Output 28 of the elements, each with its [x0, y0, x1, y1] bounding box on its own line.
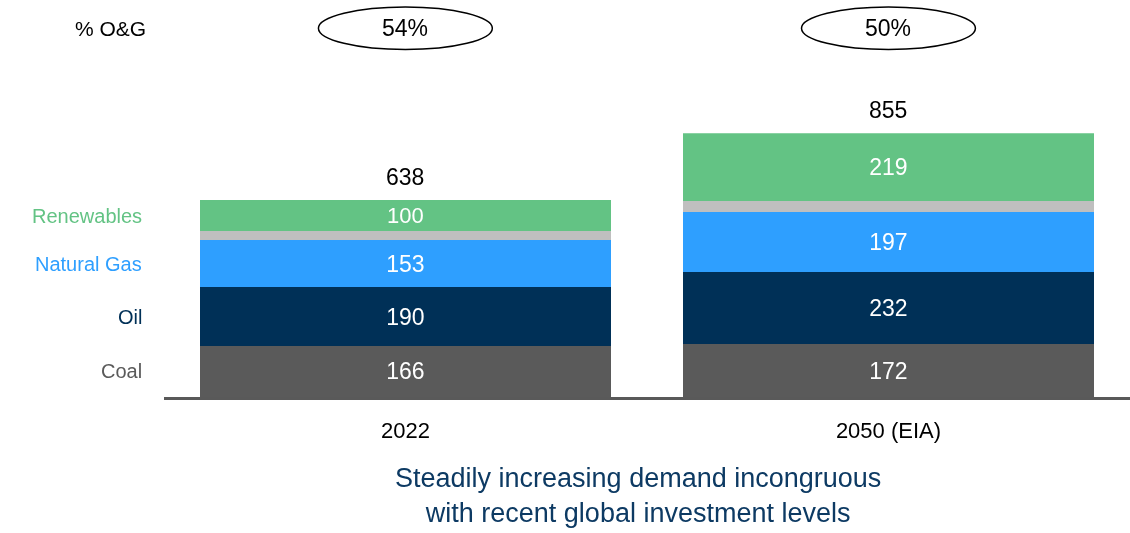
- bar: [200, 231, 611, 241]
- text: % O&G: [75, 17, 147, 40]
- data-label: 219: [869, 154, 908, 181]
- data-label: 166: [386, 358, 425, 385]
- text: Steadily increasing demand incongruous with recent global investment levels: [395, 463, 882, 529]
- text: 50%: [865, 15, 912, 41]
- data-label: 232: [869, 295, 908, 322]
- bar: [200, 287, 611, 346]
- text: Coal: [101, 360, 143, 382]
- data-label: 190: [386, 303, 425, 330]
- x-tick-label: 2022: [380, 418, 430, 444]
- text: Renewables: [32, 205, 143, 227]
- data-label: 153: [386, 250, 425, 277]
- text: 54%: [382, 15, 429, 41]
- bar: [200, 200, 611, 232]
- bar: [683, 200, 1094, 212]
- bar: [683, 211, 1094, 273]
- bar: [683, 133, 1094, 201]
- x-tick-label: 2050 (EIA): [835, 418, 942, 444]
- total-label: 638: [386, 164, 425, 190]
- data-label: 172: [869, 357, 908, 384]
- text: Oil: [118, 306, 143, 328]
- text: Natural Gas: [35, 253, 142, 275]
- bar: [200, 240, 611, 288]
- bar: [683, 272, 1094, 345]
- data-label: 197: [869, 229, 908, 256]
- total-label: 855: [869, 97, 908, 123]
- data-label: 100: [387, 203, 424, 229]
